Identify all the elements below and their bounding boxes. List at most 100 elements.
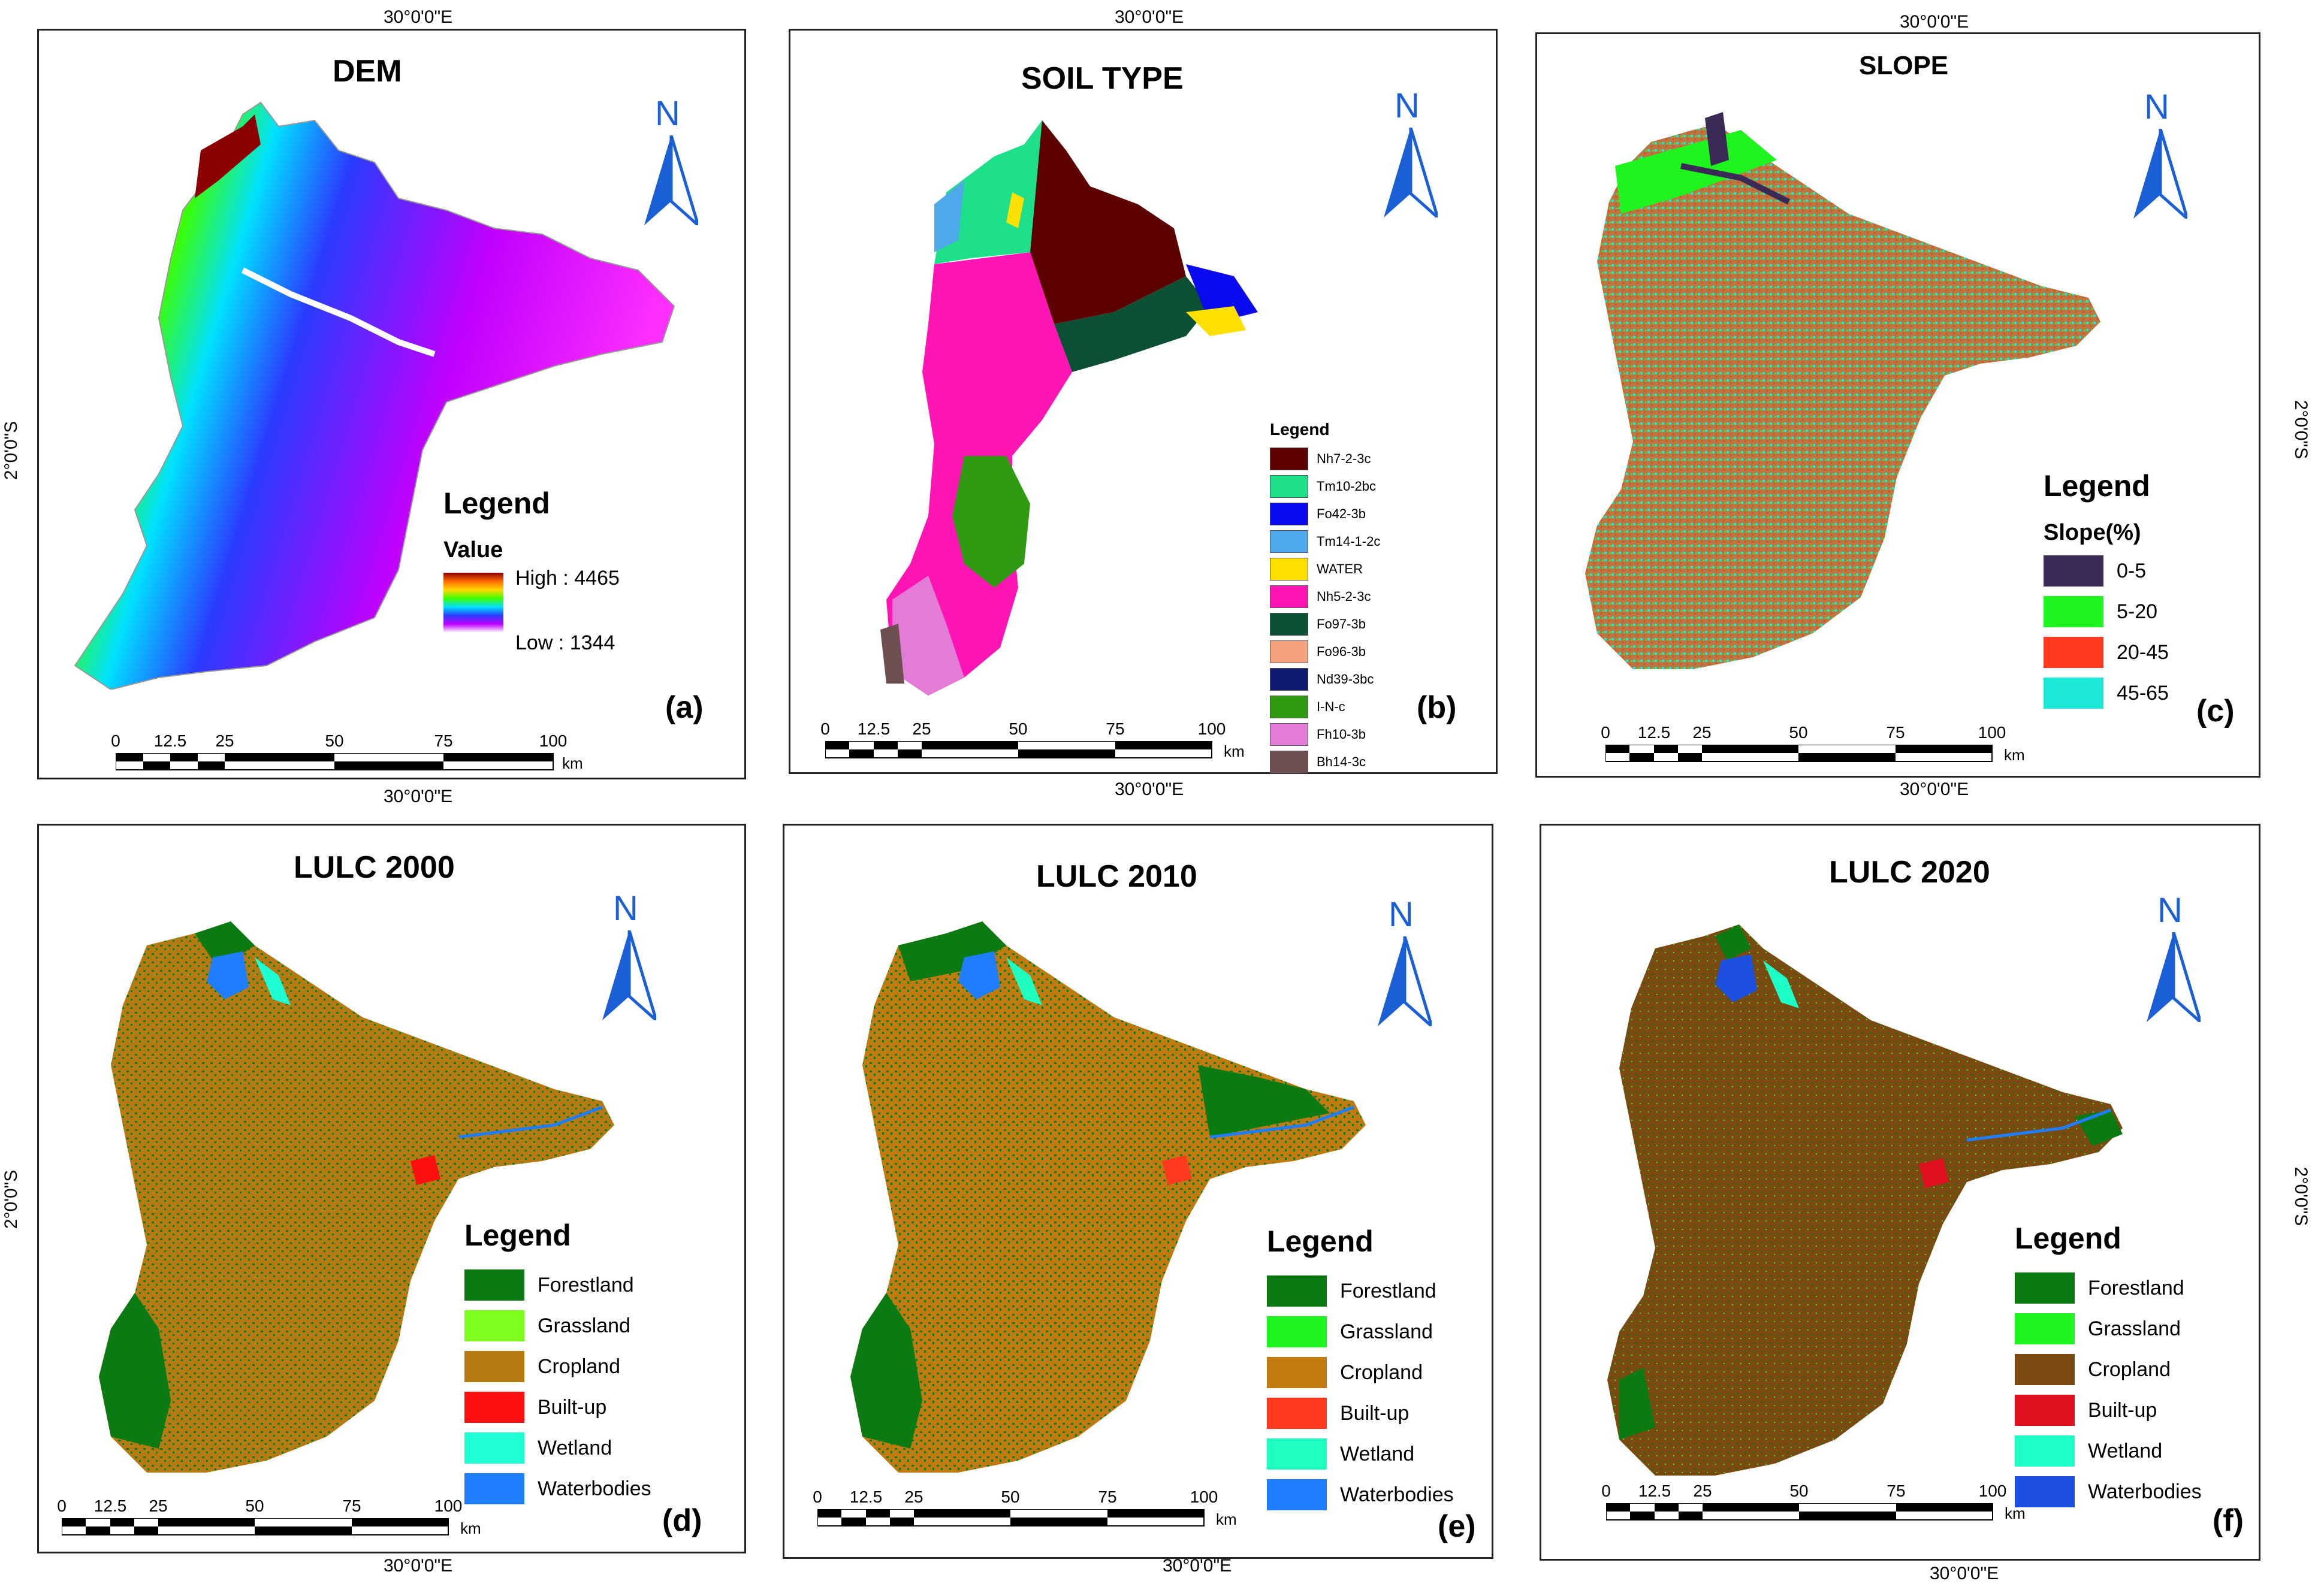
legend-label: Cropland [538,1355,620,1378]
legend-swatch [464,1310,524,1341]
legend-item: Grassland [2015,1313,2202,1344]
north-arrow: N [602,888,662,1020]
legend-item: Waterbodies [1267,1479,1454,1510]
legend-item: Cropland [464,1351,651,1382]
legend-swatch [1267,1316,1327,1347]
legend-swatch [1270,751,1308,773]
legend-swatch [2044,596,2103,627]
legend-item: 20-45 [2044,637,2169,668]
lulc-2000-legend: Legend Forestland Grassland Cropland Bui… [464,1218,651,1514]
legend-item: Waterbodies [464,1473,651,1504]
dem-legend: Legend Value High : 4465 Low : 1344 [443,486,671,654]
scale-bar-graphic [1605,1503,1993,1521]
legend-swatch [2015,1272,2075,1304]
legend-swatch [1270,613,1308,636]
slope-legend: Legend Slope(%) 0-5 5-20 20-45 45-65 [2044,468,2169,718]
legend-swatch [464,1432,524,1464]
legend-item: Forestland [2015,1272,2202,1304]
legend-item: 0-5 [2044,555,2169,587]
north-arrow-icon [602,930,656,1020]
legend-label: Wetland [2088,1439,2163,1462]
lon-label-b-top: 30°0'0"E [1115,7,1184,27]
legend-item: Tm10-2bc [1270,475,1380,498]
legend-title: Legend [2015,1222,2121,1255]
legend-swatch [2044,555,2103,587]
panel-label: (e) [1438,1509,1476,1544]
scale-ticks: 0 12.5 25 50 75 100 [1601,1482,2007,1500]
lon-label-e-bottom: 30°0'0"E [1163,1556,1232,1576]
scale-unit: km [1216,1510,1237,1528]
lat-label-d: 2°0'0"S [1,1169,22,1229]
panel-dem: DEM N Legend Value H [37,29,746,779]
panel-title: SLOPE [1859,51,1949,80]
scale-bar-graphic [61,1518,449,1535]
legend-item: Forestland [1267,1275,1454,1307]
scale-bar-graphic [115,752,554,770]
legend-swatch [1270,448,1308,470]
legend-label: Tm14-1-2c [1317,534,1381,549]
legend-title: Legend [2044,469,2150,503]
legend-label: Cropland [1340,1361,1423,1384]
panel-title: LULC 2020 [1829,855,1990,890]
north-letter: N [2157,891,2183,930]
lulc-2020-legend: Legend Forestland Grassland Cropland Bui… [2015,1221,2202,1517]
panel-lulc-2010: LULC 2010 N Legend Forestland Grassland … [783,824,1493,1559]
legend-label: Fh10-3b [1317,727,1366,742]
legend-label: 0-5 [2117,559,2147,582]
legend-item: Fo96-3b [1270,640,1380,663]
slope-basin-shape [1585,124,2100,669]
legend-swatch [2015,1313,2075,1344]
legend-label: Forestland [1340,1279,1436,1302]
panel-title: LULC 2010 [1036,859,1197,894]
lulc-2020-map [1607,924,2123,1476]
north-arrow-icon [1384,128,1438,217]
legend-title: Legend [443,486,550,520]
lon-label-c-bottom: 30°0'0"E [1900,779,1969,799]
legend-label: 5-20 [2117,600,2158,623]
scale-bar: 0 12.5 25 50 75 100 km [820,720,1244,762]
legend-swatch [1267,1398,1327,1429]
scale-bar: 0 12.5 25 50 75 100 km [1601,723,2024,766]
legend-item: Wetland [464,1432,651,1464]
lat-label-c: 2°0'0"S [2291,400,2311,460]
legend-label: Bh14-3c [1317,754,1366,769]
north-letter: N [655,94,680,133]
scale-bar: 0 12.5 25 50 75 100 km [1601,1482,2025,1524]
legend-item: Waterbodies [2015,1476,2202,1507]
scale-bar-graphic [825,740,1212,758]
lulc-basin-shape [850,921,1366,1473]
scale-unit: km [1224,742,1245,760]
north-letter: N [2144,87,2169,126]
legend-swatch [1270,696,1308,718]
dem-low-label: Low : 1344 [515,631,615,654]
scale-bar: 0 12.5 25 50 75 100 km [111,731,582,774]
legend-item: Nh7-2-3c [1270,448,1380,470]
legend-label: Grassland [538,1314,630,1337]
north-arrow: N [2147,890,2207,1022]
legend-item: 5-20 [2044,596,2169,627]
legend-label: Tm10-2bc [1317,479,1377,494]
legend-subtitle: Value [443,537,503,563]
legend-swatch [1270,475,1308,498]
legend-label: Fo96-3b [1317,644,1366,659]
legend-subtitle: Slope(%) [2044,520,2141,545]
legend-item: Grassland [1267,1316,1454,1347]
panel-title: LULC 2000 [294,850,455,885]
legend-item: Nh5-2-3c [1270,585,1380,608]
north-arrow: N [644,93,704,225]
lat-label-a: 2°0'0"S [1,421,22,480]
legend-swatch [1267,1357,1327,1388]
scale-unit: km [2004,746,2025,764]
soil-legend: Legend Nh7-2-3c Tm10-2bc Fo42-3b Tm14-1-… [1270,420,1380,778]
dem-color-ramp [443,573,503,633]
panel-title: SOIL TYPE [1021,61,1184,96]
scale-bar: 0 12.5 25 50 75 100 km [57,1497,481,1539]
legend-label: Built-up [2088,1398,2157,1422]
legend-label: Nh5-2-3c [1317,589,1371,604]
north-arrow: N [1378,894,1438,1026]
legend-label: Forestland [538,1273,634,1296]
lulc-2010-legend: Legend Forestland Grassland Cropland Bui… [1267,1224,1454,1520]
legend-swatch [2015,1476,2075,1507]
legend-label: Built-up [538,1395,607,1419]
legend-swatch [1270,585,1308,608]
